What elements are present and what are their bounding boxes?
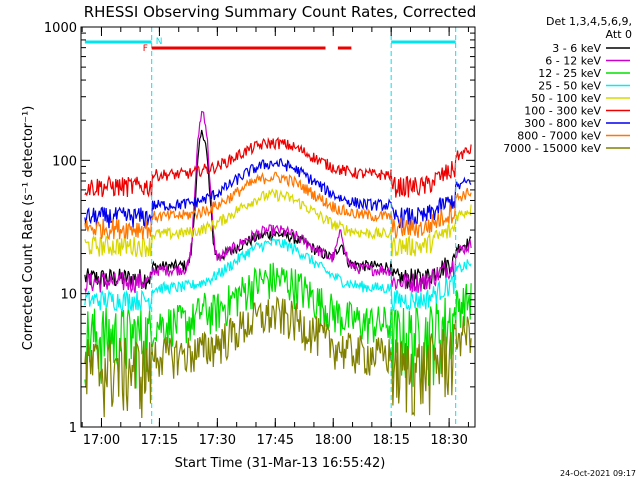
legend-label-9: 7000 - 15000 keV	[503, 142, 601, 155]
y-tick-label: 1	[69, 421, 77, 436]
x-tick-label: 18:30	[430, 433, 467, 448]
legend-label-6: 100 - 300 keV	[524, 105, 601, 118]
legend-label-5: 50 - 100 keV	[531, 92, 601, 105]
y-tick-label: 1000	[44, 21, 77, 36]
legend-header-1: Det 1,3,4,5,6,9,	[546, 15, 632, 28]
axes: 1 10 100 1000 17:00 17:15 17:30 17:45 18:00 18:15…	[44, 21, 476, 448]
flare-flag-label: F	[143, 44, 148, 54]
series-line-3	[84, 262, 472, 389]
x-tick-label: 17:30	[199, 433, 236, 448]
legend-label-1: 3 - 6 keV	[552, 42, 601, 55]
night-flag-label: N	[156, 37, 163, 47]
plot-area	[84, 110, 472, 419]
series-line-4	[84, 236, 472, 312]
x-tick-label: 18:00	[315, 433, 352, 448]
x-axis-label: Start Time (31-Mar-13 16:55:42)	[175, 456, 386, 471]
timestamp: 24-Oct-2021 09:17	[560, 469, 636, 478]
x-tick-label: 17:15	[141, 433, 178, 448]
y-tick-label: 10	[60, 288, 77, 303]
status-flags: NF	[84, 27, 457, 427]
series-line-9	[84, 295, 472, 419]
series-line-2	[84, 110, 472, 294]
x-tick-label: 17:45	[257, 433, 294, 448]
legend-label-7: 300 - 800 keV	[524, 117, 601, 130]
series-line-6	[84, 136, 472, 198]
chart-title: RHESSI Observing Summary Count Rates, Co…	[84, 3, 477, 21]
legend-label-4: 25 - 50 keV	[538, 80, 601, 93]
y-tick-label: 100	[52, 154, 77, 169]
series-line-7	[84, 157, 472, 229]
series-line-8	[84, 171, 472, 241]
legend-label-3: 12 - 25 keV	[538, 67, 601, 80]
y-axis-label: Corrected Count Rate (s⁻¹ detector⁻¹)	[21, 106, 36, 351]
series-line-5	[84, 188, 472, 258]
legend-header-2: Att 0	[606, 28, 632, 41]
x-tick-label: 17:00	[83, 433, 120, 448]
legend-label-8: 800 - 7000 keV	[517, 130, 601, 143]
legend-label-2: 6 - 12 keV	[545, 55, 601, 68]
x-tick-label: 18:15	[372, 433, 409, 448]
plot-frame	[80, 26, 476, 428]
